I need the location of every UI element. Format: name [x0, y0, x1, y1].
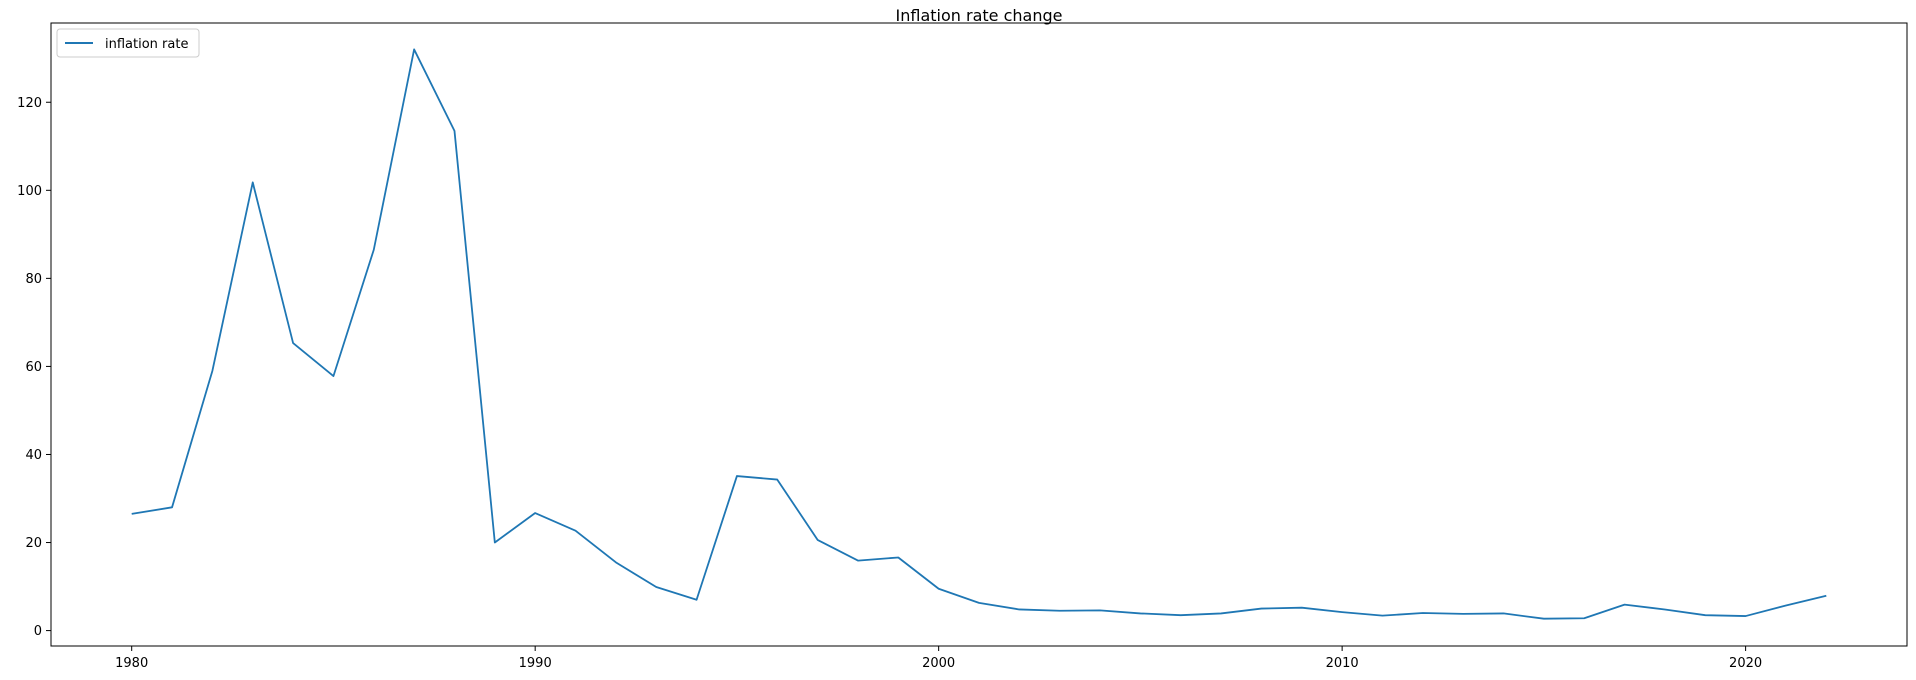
data-point-2007 — [1219, 611, 1223, 615]
x-tick-label-2000: 2000 — [922, 656, 955, 671]
data-point-2022 — [1824, 594, 1828, 598]
data-point-2013 — [1461, 612, 1465, 616]
plot-frame — [50, 22, 1908, 647]
data-point-2014 — [1502, 611, 1506, 615]
x-tick-label-2020: 2020 — [1729, 656, 1762, 671]
data-point-2019 — [1703, 613, 1707, 617]
data-point-2004 — [1098, 608, 1102, 612]
data-point-1983 — [251, 180, 255, 184]
data-point-1994 — [695, 598, 699, 602]
data-point-2015 — [1542, 617, 1546, 621]
data-point-2003 — [1058, 609, 1062, 613]
data-point-2005 — [1138, 611, 1142, 615]
y-tick-label-40: 40 — [25, 448, 42, 463]
data-point-2018 — [1663, 607, 1667, 611]
x-tick-label-1980: 1980 — [115, 656, 148, 671]
data-point-2009 — [1300, 606, 1304, 610]
data-point-1996 — [775, 478, 779, 482]
x-tick-label-2010: 2010 — [1326, 656, 1359, 671]
data-point-1986 — [372, 248, 376, 252]
data-point-2002 — [1017, 607, 1021, 611]
data-point-2017 — [1623, 603, 1627, 607]
data-point-2012 — [1421, 611, 1425, 615]
data-point-2001 — [977, 601, 981, 605]
data-point-2011 — [1380, 614, 1384, 618]
data-point-1981 — [170, 505, 174, 509]
y-tick-label-0: 0 — [34, 624, 42, 639]
y-tick-label-100: 100 — [17, 184, 42, 199]
data-point-1990 — [533, 511, 537, 515]
data-point-1980 — [130, 512, 134, 516]
data-point-1982 — [210, 369, 214, 373]
data-point-1989 — [493, 541, 497, 545]
y-tick-label-60: 60 — [25, 360, 42, 375]
data-point-2000 — [937, 587, 941, 591]
x-tick-label-1990: 1990 — [519, 656, 552, 671]
data-point-1998 — [856, 559, 860, 563]
data-point-1997 — [816, 538, 820, 542]
y-tick-label-120: 120 — [17, 96, 42, 111]
legend-label: inflation rate — [105, 37, 188, 52]
data-point-1999 — [896, 556, 900, 560]
data-point-2016 — [1582, 616, 1586, 620]
data-point-1985 — [331, 374, 335, 378]
y-tick-label-20: 20 — [25, 536, 42, 551]
legend-box — [56, 28, 200, 58]
data-point-1992 — [614, 560, 618, 564]
data-point-2021 — [1784, 603, 1788, 607]
data-point-1995 — [735, 474, 739, 478]
data-point-2006 — [1179, 613, 1183, 617]
legend: inflation rate — [56, 28, 200, 58]
chart-title: Inflation rate change — [896, 6, 1063, 25]
data-point-1988 — [452, 129, 456, 133]
x-axis: 1980 1990 2000 2010 2020 — [115, 646, 1762, 671]
data-point-2020 — [1744, 614, 1748, 618]
y-tick-label-80: 80 — [25, 272, 42, 287]
data-point-2008 — [1259, 607, 1263, 611]
series-line-inflation-rate — [131, 48, 1827, 620]
data-point-1987 — [412, 47, 416, 51]
data-point-2010 — [1340, 610, 1344, 614]
y-axis: 0 20 40 60 80 100 120 — [17, 96, 51, 639]
data-point-1984 — [291, 341, 295, 345]
data-point-1993 — [654, 585, 658, 589]
data-point-1991 — [574, 529, 578, 533]
data-points — [130, 47, 1829, 620]
